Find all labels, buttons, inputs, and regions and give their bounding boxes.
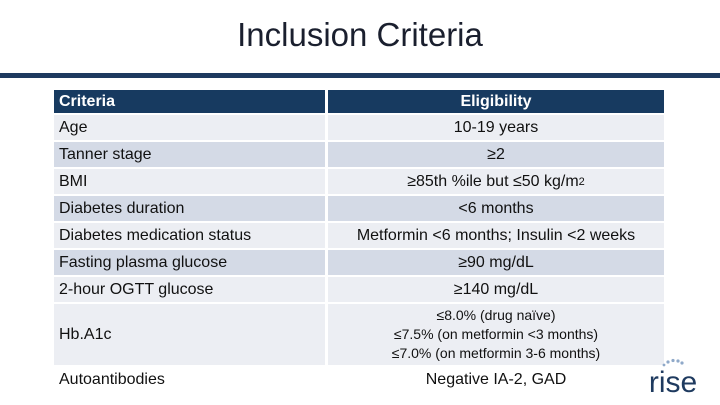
table-row: Diabetes medication status Metformin <6 … <box>54 223 664 248</box>
hba1c-line: ≤8.0% (drug naïve) <box>436 307 556 323</box>
table-row: Autoantibodies Negative IA-2, GAD <box>54 367 664 392</box>
criteria-cell: 2-hour OGTT glucose <box>54 277 325 302</box>
table-row: BMI ≥85th %ile but ≤50 kg/m 2 <box>54 169 664 194</box>
eligibility-cell: ≥85th %ile but ≤50 kg/m 2 <box>328 169 664 194</box>
hba1c-line: ≤7.0% (on metformin 3-6 months) <box>391 345 601 361</box>
eligibility-cell: ≥140 mg/dL <box>328 277 664 302</box>
eligibility-cell: ≤8.0% (drug naïve) ≤7.5% (on metformin <… <box>328 304 664 365</box>
logo-dots-icon <box>662 358 684 367</box>
eligibility-cell: ≥2 <box>328 142 664 167</box>
criteria-cell: Tanner stage <box>54 142 325 167</box>
eligibility-cell: ≥90 mg/dL <box>328 250 664 275</box>
table-row: Fasting plasma glucose ≥90 mg/dL <box>54 250 664 275</box>
table-row: Diabetes duration <6 months <box>54 196 664 221</box>
criteria-cell: Fasting plasma glucose <box>54 250 325 275</box>
eligibility-cell: <6 months <box>328 196 664 221</box>
eligibility-cell: 10-19 years <box>328 115 664 140</box>
table-header-row: Criteria Eligibility <box>54 90 664 113</box>
logo-text: rise <box>649 366 697 398</box>
table-row: Tanner stage ≥2 <box>54 142 664 167</box>
header-criteria: Criteria <box>54 90 325 113</box>
rise-logo: rise <box>649 358 697 398</box>
title-divider <box>0 73 720 78</box>
table-row: Age 10-19 years <box>54 115 664 140</box>
table-row: Hb.A1c ≤8.0% (drug naïve) ≤7.5% (on metf… <box>54 304 664 365</box>
criteria-cell: Hb.A1c <box>54 304 325 365</box>
page-title: Inclusion Criteria <box>237 16 483 53</box>
header-eligibility: Eligibility <box>328 90 664 113</box>
bmi-value: ≥85th %ile but ≤50 kg/m <box>407 172 579 190</box>
inclusion-criteria-table: Criteria Eligibility Age 10-19 years Tan… <box>54 90 664 394</box>
criteria-cell: Diabetes medication status <box>54 223 325 248</box>
criteria-cell: Autoantibodies <box>54 367 325 392</box>
hba1c-line: ≤7.5% (on metformin <3 months) <box>393 326 599 342</box>
bmi-superscript: 2 <box>578 175 585 188</box>
table-row: 2-hour OGTT glucose ≥140 mg/dL <box>54 277 664 302</box>
criteria-cell: Age <box>54 115 325 140</box>
criteria-cell: Diabetes duration <box>54 196 325 221</box>
eligibility-cell: Negative IA-2, GAD <box>328 367 664 392</box>
eligibility-cell: Metformin <6 months; Insulin <2 weeks <box>328 223 664 248</box>
criteria-cell: BMI <box>54 169 325 194</box>
